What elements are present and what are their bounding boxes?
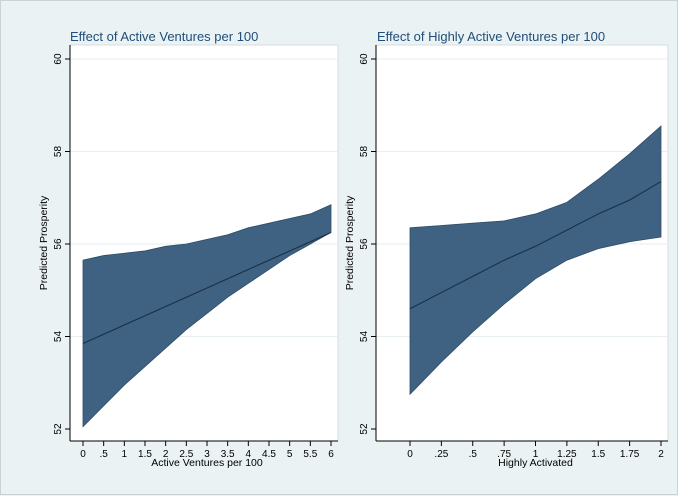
x-tick-label: .5 — [99, 449, 108, 460]
x-tick-label: 0 — [407, 449, 413, 460]
y-axis-label: Predicted Prosperity — [38, 195, 50, 290]
x-tick-label: .25 — [434, 449, 448, 460]
x-axis-label: Highly Activated — [498, 457, 573, 469]
x-tick-label: 5.5 — [303, 449, 317, 460]
x-tick-label: .5 — [469, 449, 478, 460]
y-tick-label: 56 — [359, 238, 370, 250]
y-axis-label: Predicted Prosperity — [344, 195, 356, 290]
x-tick-label: 3.5 — [221, 449, 235, 460]
x-tick-label: 2.5 — [179, 449, 193, 460]
x-tick-label: 1 — [533, 449, 539, 460]
x-tick-label: 4 — [246, 449, 252, 460]
y-tick-label: 52 — [53, 423, 64, 435]
x-tick-label: 4.5 — [262, 449, 276, 460]
y-tick-label: 52 — [359, 423, 370, 435]
x-tick-label: 3 — [204, 449, 210, 460]
y-tick-label: 60 — [53, 53, 64, 65]
y-tick-label: 58 — [359, 146, 370, 158]
x-tick-label: 1.75 — [620, 449, 640, 460]
x-tick-label: 1.5 — [591, 449, 605, 460]
panel-title: Effect of Highly Active Ventures per 100 — [377, 29, 605, 44]
y-tick-label: 54 — [359, 331, 370, 343]
x-tick-label: 6 — [328, 449, 334, 460]
x-tick-label: 0 — [80, 449, 86, 460]
y-tick-label: 60 — [359, 53, 370, 65]
x-tick-label: 1.25 — [557, 449, 577, 460]
prediction-line — [409, 181, 662, 310]
y-tick-label: 54 — [53, 331, 64, 343]
x-tick-label: 2 — [163, 449, 169, 460]
x-tick-label: 1 — [122, 449, 128, 460]
chart-panel-1: 52 54 56 58 60 0 .5 1 1.5 2 2.5 3 3.5 4 4.5 5 5.5 6 Active… — [38, 29, 339, 469]
prediction-line — [82, 231, 332, 344]
x-tick-label: .75 — [497, 449, 511, 460]
x-tick-label: 2 — [658, 449, 664, 460]
x-tick-label: 1.5 — [138, 449, 152, 460]
confidence-band — [409, 125, 662, 396]
x-axis-label: Active Ventures per 100 — [151, 457, 263, 469]
x-tick-label: 5 — [287, 449, 293, 460]
chart-panel-2: 52 54 56 58 60 0 .25 .5 .75 1 1.25 1.5 1.75 2 Highly A… — [344, 29, 669, 469]
y-tick-label: 58 — [53, 146, 64, 158]
y-tick-label: 56 — [53, 238, 64, 250]
panel-title: Effect of Active Ventures per 100 — [70, 29, 258, 44]
